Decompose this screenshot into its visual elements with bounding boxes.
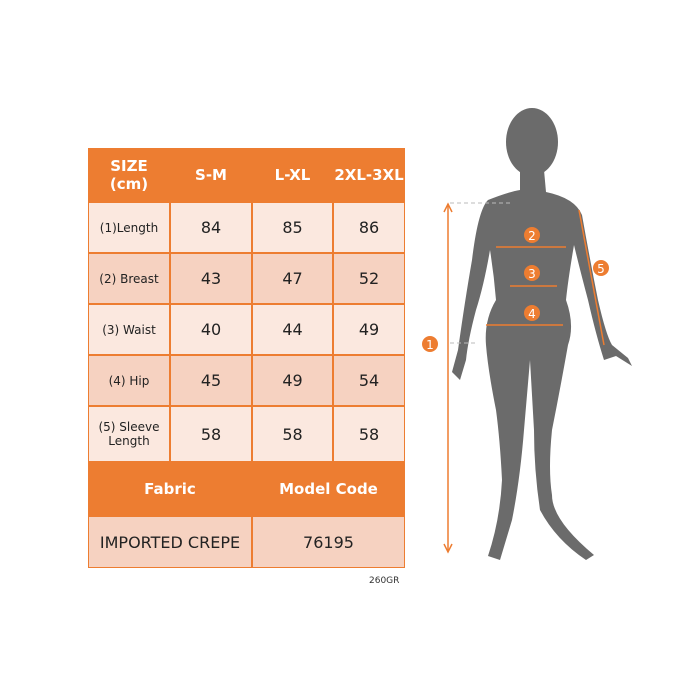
marker-3-label: 3 — [528, 267, 536, 281]
cell: 44 — [252, 304, 333, 355]
cell: 49 — [333, 304, 405, 355]
col-header-2xl-3xl: 2XL-3XL — [333, 148, 405, 202]
marker-4-label: 4 — [528, 307, 536, 321]
table-row: (3) Waist 40 44 49 — [88, 304, 405, 355]
row-label: (5) Sleeve Length — [88, 406, 170, 462]
marker-1: 1 — [422, 336, 438, 352]
row-label-line2: Length — [108, 434, 150, 448]
marker-2-label: 2 — [528, 229, 536, 243]
col-header-s-m: S-M — [170, 148, 252, 202]
size-header: SIZE (cm) — [88, 148, 170, 202]
marker-5-label: 5 — [597, 262, 605, 276]
cell: 52 — [333, 253, 405, 304]
col-header-l-xl: L-XL — [252, 148, 333, 202]
row-label-line1: (5) Sleeve — [98, 420, 160, 434]
cell: 58 — [333, 406, 405, 462]
size-chart-table: SIZE (cm) S-M L-XL 2XL-3XL (1)Length 84 8… — [88, 148, 405, 568]
table-row: (5) Sleeve Length 58 58 58 — [88, 406, 405, 462]
marker-2: 2 — [524, 227, 540, 243]
fabric-value: IMPORTED CREPE — [88, 516, 252, 568]
table-header-row: SIZE (cm) S-M L-XL 2XL-3XL — [88, 148, 405, 202]
cell: 45 — [170, 355, 252, 406]
marker-4: 4 — [524, 305, 540, 321]
marker-3: 3 — [524, 265, 540, 281]
female-silhouette — [452, 108, 632, 560]
footer-value-row: IMPORTED CREPE 76195 — [88, 516, 405, 568]
cell: 43 — [170, 253, 252, 304]
product-code: 260GR — [369, 576, 400, 586]
model-code-value: 76195 — [252, 516, 405, 568]
size-header-line1: SIZE — [110, 157, 148, 175]
cell: 54 — [333, 355, 405, 406]
cell: 58 — [252, 406, 333, 462]
row-label: (4) Hip — [88, 355, 170, 406]
row-label: (3) Waist — [88, 304, 170, 355]
table-row: (4) Hip 45 49 54 — [88, 355, 405, 406]
model-code-header: Model Code — [252, 462, 405, 516]
cell: 86 — [333, 202, 405, 253]
marker-1-label: 1 — [426, 338, 434, 352]
cell: 40 — [170, 304, 252, 355]
fabric-header: Fabric — [88, 462, 252, 516]
cell: 58 — [170, 406, 252, 462]
guide-lines — [450, 202, 510, 344]
size-header-line2: (cm) — [109, 175, 149, 193]
cell: 84 — [170, 202, 252, 253]
table-row: (2) Breast 43 47 52 — [88, 253, 405, 304]
cell: 49 — [252, 355, 333, 406]
cell: 47 — [252, 253, 333, 304]
cell: 85 — [252, 202, 333, 253]
row-label: (1)Length — [88, 202, 170, 253]
measurement-arrows — [443, 202, 605, 554]
footer-header-row: Fabric Model Code — [88, 462, 405, 516]
row-label: (2) Breast — [88, 253, 170, 304]
marker-5: 5 — [593, 260, 609, 276]
table-row: (1)Length 84 85 86 — [88, 202, 405, 253]
